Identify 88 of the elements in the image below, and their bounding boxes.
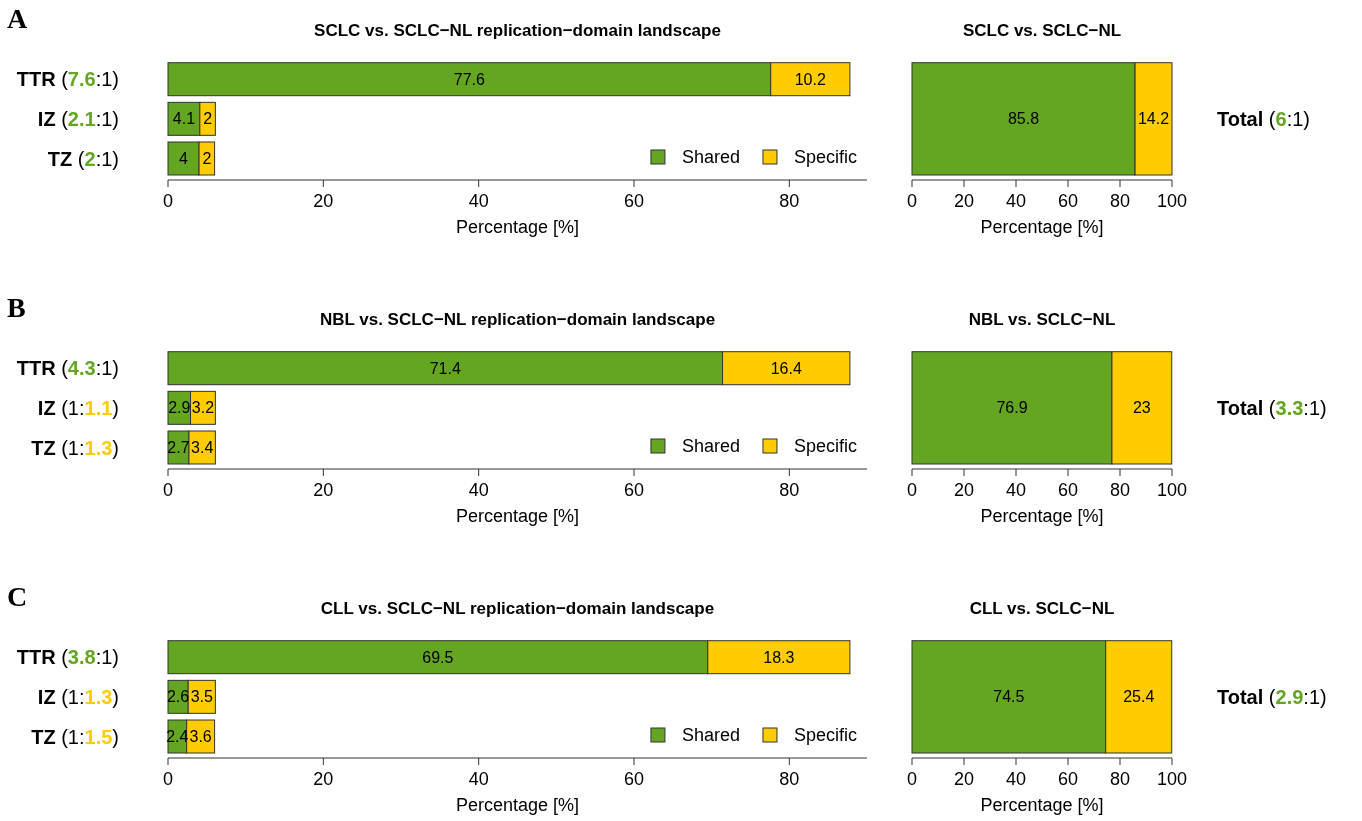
y-tick-label: TZ (2:1) xyxy=(47,147,119,170)
data-label: 3.5 xyxy=(190,688,213,706)
x-axis-title: Percentage [%] xyxy=(980,795,1104,815)
x-tick-label: 20 xyxy=(953,769,975,789)
data-label: 2.9 xyxy=(168,399,191,417)
x-tick-label: 40 xyxy=(1005,769,1027,789)
chart-title: SCLC vs. SCLC−NL replication−domain landscape xyxy=(314,21,721,40)
chart-title: CLL vs. SCLC−NL replication−domain landscape xyxy=(320,599,715,618)
x-axis-title: Percentage [%] xyxy=(455,795,580,815)
x-tick-label: 40 xyxy=(468,769,489,789)
x-tick-label: 100 xyxy=(1156,191,1188,211)
y-tick-label: Total (6:1) xyxy=(1217,107,1310,130)
x-axis-title: Percentage [%] xyxy=(455,506,580,526)
legend-label: Shared xyxy=(681,147,740,167)
data-label: 76.9 xyxy=(996,399,1028,417)
data-label: 71.4 xyxy=(429,359,461,377)
data-label: 4 xyxy=(179,150,189,167)
x-tick-label: 0 xyxy=(906,480,918,500)
chart-title: NBL vs. SCLC−NL replication−domain landscape xyxy=(319,310,716,329)
data-label: 18.3 xyxy=(763,648,795,666)
y-tick-label: TZ (1:1.5) xyxy=(31,725,119,748)
x-tick-label: 20 xyxy=(953,191,975,211)
x-tick-label: 60 xyxy=(1057,191,1079,211)
y-tick-label: TTR (3.8:1) xyxy=(16,646,119,669)
chart-title: SCLC vs. SCLC−NL xyxy=(962,21,1122,40)
y-tick-label: IZ (1:1.1) xyxy=(37,396,119,419)
chart-title: CLL vs. SCLC−NL xyxy=(969,599,1115,618)
data-label: 25.4 xyxy=(1123,688,1155,706)
x-tick-label: 80 xyxy=(779,769,800,789)
data-label: 85.8 xyxy=(1007,110,1040,128)
x-tick-label: 80 xyxy=(1109,191,1131,211)
text: C xyxy=(7,581,28,612)
x-axis-title: Percentage [%] xyxy=(980,217,1104,237)
x-tick-label: 0 xyxy=(162,191,174,211)
data-label: 77.6 xyxy=(453,70,486,88)
data-label: 3.2 xyxy=(191,399,215,417)
x-tick-label: 60 xyxy=(623,480,645,500)
x-tick-label: 80 xyxy=(1109,769,1131,789)
y-tick-label: IZ (1:1.3) xyxy=(37,685,119,708)
legend-label: Specific xyxy=(793,725,857,745)
x-tick-label: 80 xyxy=(1109,480,1131,500)
x-tick-label: 40 xyxy=(468,480,489,500)
legend-label: Shared xyxy=(681,725,740,745)
data-label: 16.4 xyxy=(770,359,802,377)
text: A xyxy=(7,3,28,34)
x-tick-label: 100 xyxy=(1156,480,1188,500)
data-label: 2 xyxy=(202,150,212,167)
x-tick-label: 40 xyxy=(1005,480,1027,500)
x-tick-label: 40 xyxy=(468,191,489,211)
data-label: 3.6 xyxy=(189,728,212,745)
data-label: 23 xyxy=(1132,399,1151,417)
y-tick-label: IZ (2.1:1) xyxy=(37,107,119,130)
text: B xyxy=(7,292,26,323)
x-tick-label: 60 xyxy=(1057,480,1079,500)
x-tick-label: 80 xyxy=(779,480,800,500)
data-label: 3.4 xyxy=(191,439,214,456)
x-tick-label: 20 xyxy=(313,480,334,500)
y-tick-label: TZ (1:1.3) xyxy=(31,436,119,459)
data-label: 2.7 xyxy=(167,439,190,456)
x-tick-label: 0 xyxy=(906,191,918,211)
x-tick-label: 60 xyxy=(623,191,645,211)
x-tick-label: 0 xyxy=(906,769,918,789)
y-tick-label: Total (3.3:1) xyxy=(1217,396,1327,419)
x-tick-label: 40 xyxy=(1005,191,1027,211)
data-label: 74.5 xyxy=(993,688,1025,706)
x-tick-label: 100 xyxy=(1156,769,1188,789)
y-tick-label: Total (2.9:1) xyxy=(1217,685,1327,708)
data-label: 4.1 xyxy=(172,110,196,128)
legend-label: Shared xyxy=(681,436,740,456)
x-axis-title: Percentage [%] xyxy=(980,506,1104,526)
x-tick-label: 60 xyxy=(623,769,645,789)
x-tick-label: 0 xyxy=(162,480,174,500)
x-tick-label: 20 xyxy=(953,480,975,500)
data-label: 10.2 xyxy=(794,70,826,88)
data-label: 14.2 xyxy=(1137,110,1170,128)
data-label: 2 xyxy=(203,110,213,128)
x-axis-title: Percentage [%] xyxy=(455,217,580,237)
x-tick-label: 0 xyxy=(162,769,174,789)
y-tick-label: TTR (7.6:1) xyxy=(16,68,119,91)
y-tick-label: TTR (4.3:1) xyxy=(16,357,119,380)
x-tick-label: 20 xyxy=(313,191,334,211)
x-tick-label: 80 xyxy=(779,191,800,211)
x-tick-label: 60 xyxy=(1057,769,1079,789)
legend-label: Specific xyxy=(793,147,857,167)
chart-title: NBL vs. SCLC−NL xyxy=(968,310,1116,329)
legend-label: Specific xyxy=(793,436,857,456)
x-tick-label: 20 xyxy=(313,769,334,789)
data-label: 69.5 xyxy=(422,648,454,666)
